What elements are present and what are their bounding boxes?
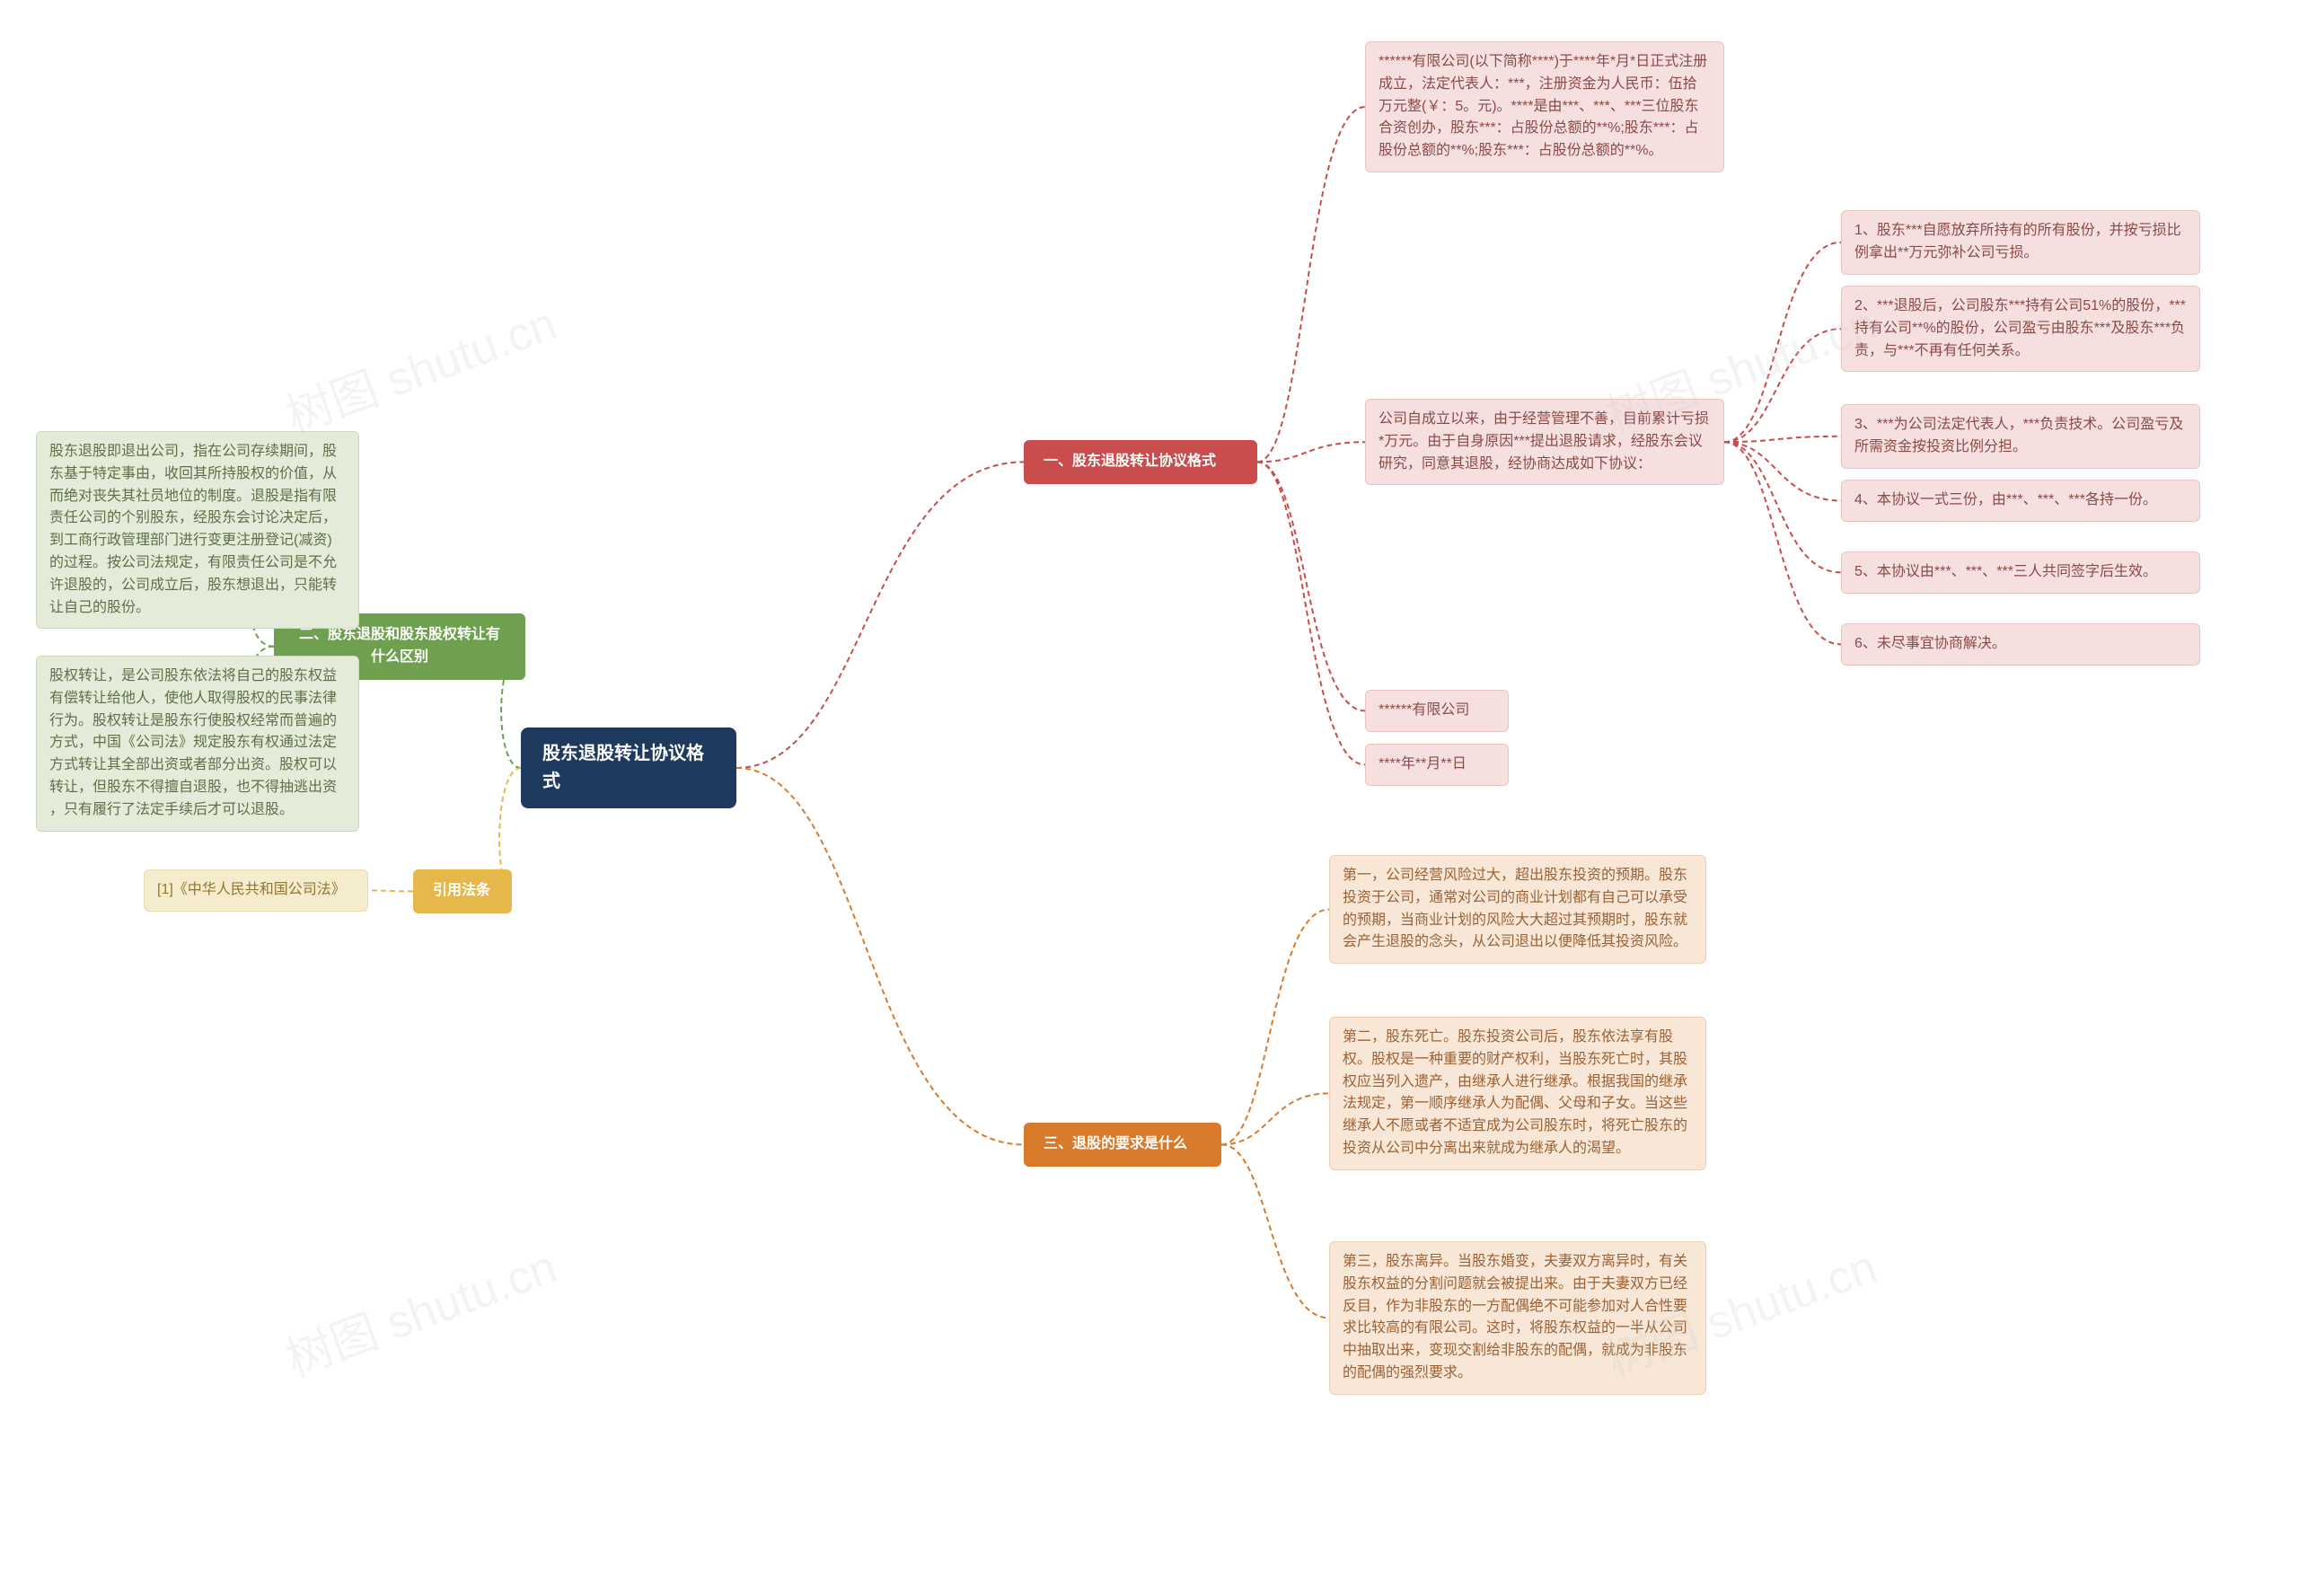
node-s4[interactable]: 引用法条 bbox=[413, 869, 512, 913]
edge-s1b-s1b3 bbox=[1724, 436, 1841, 442]
node-root[interactable]: 股东退股转让协议格式 bbox=[521, 727, 736, 808]
edge-s1-s1b bbox=[1257, 442, 1365, 462]
node-s3c[interactable]: 第三，股东离异。当股东婚变，夫妻双方离异时，有关股东权益的分割问题就会被提出来。… bbox=[1329, 1241, 1706, 1395]
edge-s1-s1a bbox=[1257, 107, 1365, 462]
node-text: 第一，公司经营风险过大，超出股东投资的预期。股东投资于公司，通常对公司的商业计划… bbox=[1343, 868, 1687, 949]
edge-root-s3 bbox=[736, 768, 1024, 1144]
edge-s3-s3b bbox=[1221, 1093, 1329, 1144]
node-s3b[interactable]: 第二，股东死亡。股东投资公司后，股东依法享有股权。股权是一种重要的财产权利，当股… bbox=[1329, 1017, 1706, 1170]
node-text: 3、***为公司法定代表人，***负责技术。公司盈亏及所需资金按投资比例分担。 bbox=[1854, 417, 2183, 454]
node-s1b3[interactable]: 3、***为公司法定代表人，***负责技术。公司盈亏及所需资金按投资比例分担。 bbox=[1841, 404, 2200, 469]
node-text: 5、本协议由***、***、***三人共同签字后生效。 bbox=[1854, 564, 2157, 579]
watermark: 树图 shutu.cn bbox=[276, 286, 565, 445]
node-s3[interactable]: 三、退股的要求是什么 bbox=[1024, 1123, 1221, 1167]
edge-s1b-s1b1 bbox=[1724, 242, 1841, 442]
node-text: 公司自成立以来，由于经营管理不善，目前累计亏损*万元。由于自身原因***提出退股… bbox=[1379, 411, 1709, 472]
node-text: ******有限公司(以下简称****)于****年*月*日正式注册成立，法定代… bbox=[1379, 54, 1707, 158]
node-s1b[interactable]: 公司自成立以来，由于经营管理不善，目前累计亏损*万元。由于自身原因***提出退股… bbox=[1365, 399, 1724, 485]
node-s1b4[interactable]: 4、本协议一式三份，由***、***、***各持一份。 bbox=[1841, 480, 2200, 522]
node-text: 2、***退股后，公司股东***持有公司51%的股份，***持有公司**%的股份… bbox=[1854, 298, 2186, 358]
edge-s1b-s1b6 bbox=[1724, 442, 1841, 644]
edge-s3-s3c bbox=[1221, 1144, 1329, 1318]
edge-s1b-s1b2 bbox=[1724, 329, 1841, 442]
edge-s4-s4a bbox=[368, 890, 413, 891]
node-s1[interactable]: 一、股东退股转让协议格式 bbox=[1024, 440, 1257, 484]
node-text: 6、未尽事宜协商解决。 bbox=[1854, 636, 2006, 651]
node-s1b5[interactable]: 5、本协议由***、***、***三人共同签字后生效。 bbox=[1841, 551, 2200, 594]
node-s1b1[interactable]: 1、股东***自愿放弃所持有的所有股份，并按亏损比例拿出**万元弥补公司亏损。 bbox=[1841, 210, 2200, 275]
edge-s1b-s1b4 bbox=[1724, 442, 1841, 500]
node-text: [1]《中华人民共和国公司法》 bbox=[157, 882, 346, 897]
node-s1d[interactable]: ****年**月**日 bbox=[1365, 744, 1509, 786]
node-text: 引用法条 bbox=[433, 883, 490, 898]
node-s2a[interactable]: 股东退股即退出公司，指在公司存续期间，股东基于特定事由，收回其所持股权的价值，从… bbox=[36, 431, 359, 629]
node-text: 股东退股即退出公司，指在公司存续期间，股东基于特定事由，收回其所持股权的价值，从… bbox=[49, 444, 337, 615]
edge-s1b-s1b5 bbox=[1724, 442, 1841, 572]
node-text: 股东退股转让协议格式 bbox=[542, 744, 704, 791]
node-text: 三、退股的要求是什么 bbox=[1044, 1136, 1187, 1151]
watermark: 树图 shutu.cn bbox=[276, 1229, 565, 1389]
edge-s1-s1c bbox=[1257, 462, 1365, 710]
edge-s1-s1d bbox=[1257, 462, 1365, 764]
node-s1a[interactable]: ******有限公司(以下简称****)于****年*月*日正式注册成立，法定代… bbox=[1365, 41, 1724, 172]
node-text: 4、本协议一式三份，由***、***、***各持一份。 bbox=[1854, 492, 2157, 507]
node-s1b2[interactable]: 2、***退股后，公司股东***持有公司51%的股份，***持有公司**%的股份… bbox=[1841, 286, 2200, 372]
node-s1c[interactable]: ******有限公司 bbox=[1365, 690, 1509, 732]
edge-root-s1 bbox=[736, 462, 1024, 768]
node-text: 第二，股东死亡。股东投资公司后，股东依法享有股权。股权是一种重要的财产权利，当股… bbox=[1343, 1029, 1687, 1156]
node-text: 第三，股东离异。当股东婚变，夫妻双方离异时，有关股东权益的分割问题就会被提出来。… bbox=[1343, 1254, 1687, 1380]
node-text: 一、股东退股转让协议格式 bbox=[1044, 454, 1216, 469]
node-s4a[interactable]: [1]《中华人民共和国公司法》 bbox=[144, 869, 368, 912]
node-s1b6[interactable]: 6、未尽事宜协商解决。 bbox=[1841, 623, 2200, 666]
node-text: ****年**月**日 bbox=[1379, 756, 1467, 772]
node-s3a[interactable]: 第一，公司经营风险过大，超出股东投资的预期。股东投资于公司，通常对公司的商业计划… bbox=[1329, 855, 1706, 964]
node-text: 股权转让，是公司股东依法将自己的股东权益有偿转让给他人，使他人取得股权的民事法律… bbox=[49, 668, 337, 817]
node-text: 1、股东***自愿放弃所持有的所有股份，并按亏损比例拿出**万元弥补公司亏损。 bbox=[1854, 223, 2181, 260]
node-text: ******有限公司 bbox=[1379, 702, 1469, 718]
node-s2b[interactable]: 股权转让，是公司股东依法将自己的股东权益有偿转让给他人，使他人取得股权的民事法律… bbox=[36, 656, 359, 832]
edge-s3-s3a bbox=[1221, 910, 1329, 1145]
